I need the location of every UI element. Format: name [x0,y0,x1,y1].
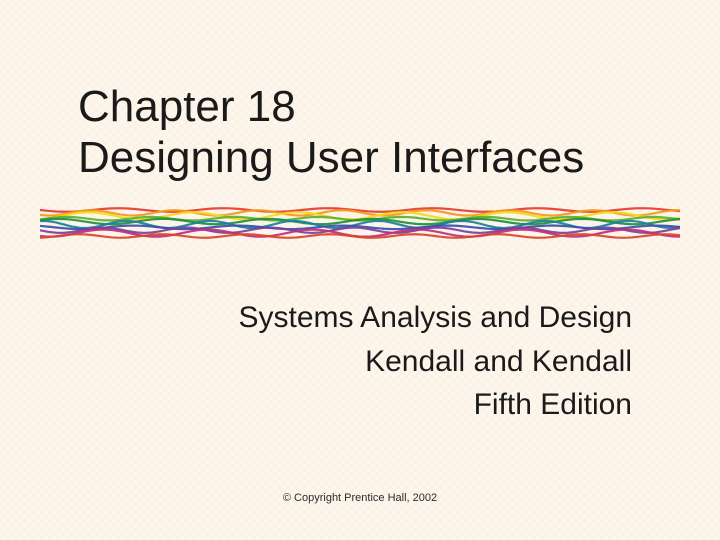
copyright-footer: © Copyright Prentice Hall, 2002 [0,492,720,504]
subtitle-block: Systems Analysis and Design Kendall and … [238,296,632,427]
title-line-2: Designing User Interfaces [78,133,660,184]
background-texture [0,0,720,540]
title-line-1: Chapter 18 [78,82,660,133]
subtitle-line-3: Fifth Edition [238,383,632,427]
title-block: Chapter 18 Designing User Interfaces [78,82,660,183]
slide: Chapter 18 Designing User Interfaces Sys… [0,0,720,540]
rainbow-accent-rule [40,206,680,240]
subtitle-line-1: Systems Analysis and Design [238,296,632,340]
subtitle-line-2: Kendall and Kendall [238,340,632,384]
